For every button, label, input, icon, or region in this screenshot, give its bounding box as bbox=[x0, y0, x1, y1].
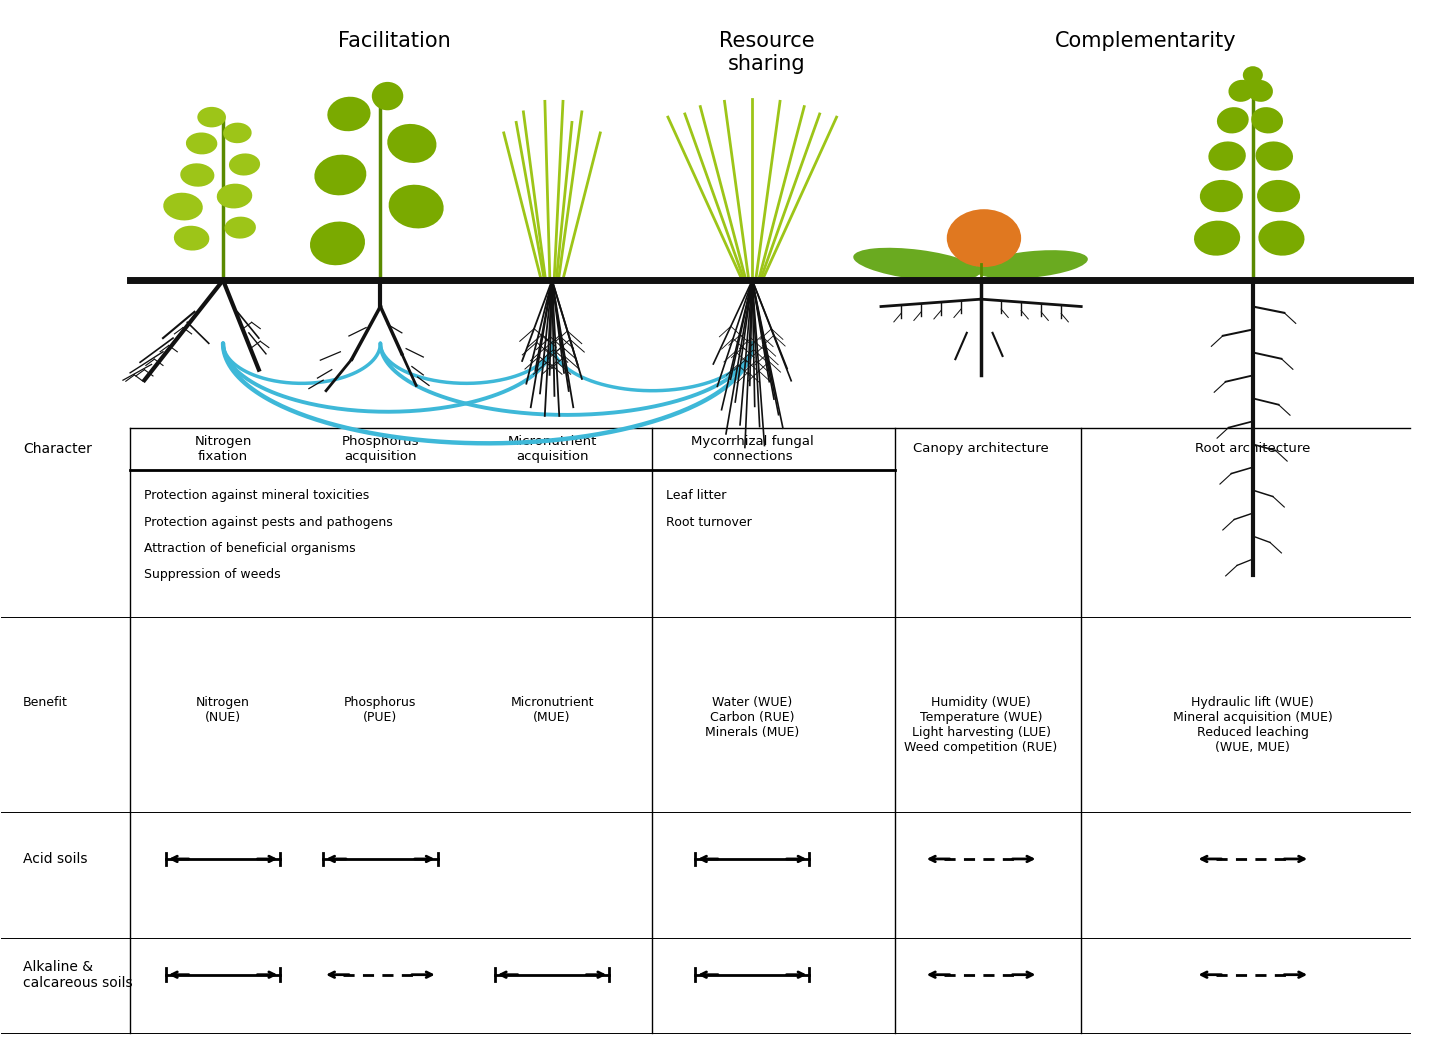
Text: Nitrogen
(NUE): Nitrogen (NUE) bbox=[196, 696, 249, 724]
Ellipse shape bbox=[310, 222, 365, 265]
Ellipse shape bbox=[1251, 108, 1283, 133]
Ellipse shape bbox=[327, 97, 371, 131]
Ellipse shape bbox=[181, 164, 215, 187]
Ellipse shape bbox=[371, 82, 403, 111]
Text: Phosphorus
acquisition: Phosphorus acquisition bbox=[341, 435, 418, 462]
Ellipse shape bbox=[1208, 141, 1245, 171]
Text: Root architecture: Root architecture bbox=[1195, 442, 1311, 455]
Ellipse shape bbox=[186, 133, 218, 154]
Text: Humidity (WUE)
Temperature (WUE)
Light harvesting (LUE)
Weed competition (RUE): Humidity (WUE) Temperature (WUE) Light h… bbox=[904, 696, 1058, 754]
Text: Facilitation: Facilitation bbox=[338, 31, 451, 51]
Ellipse shape bbox=[216, 184, 252, 209]
Ellipse shape bbox=[947, 209, 1022, 267]
Ellipse shape bbox=[229, 153, 261, 175]
Text: Phosphorus
(PUE): Phosphorus (PUE) bbox=[344, 696, 417, 724]
Ellipse shape bbox=[974, 250, 1088, 279]
Text: Water (WUE)
Carbon (RUE)
Minerals (MUE): Water (WUE) Carbon (RUE) Minerals (MUE) bbox=[705, 696, 800, 738]
Text: Attraction of beneficial organisms: Attraction of beneficial organisms bbox=[145, 542, 355, 555]
Text: Mycorrhizal fungal
connections: Mycorrhizal fungal connections bbox=[691, 435, 814, 462]
Ellipse shape bbox=[1217, 108, 1248, 133]
Text: Nitrogen
fixation: Nitrogen fixation bbox=[195, 435, 252, 462]
Text: Resource
sharing: Resource sharing bbox=[719, 31, 814, 74]
Text: Hydraulic lift (WUE)
Mineral acquisition (MUE)
Reduced leaching
(WUE, MUE): Hydraulic lift (WUE) Mineral acquisition… bbox=[1174, 696, 1333, 754]
Text: Benefit: Benefit bbox=[23, 696, 67, 709]
Text: Micronutrient
acquisition: Micronutrient acquisition bbox=[507, 435, 596, 462]
Ellipse shape bbox=[225, 216, 257, 238]
Text: Protection against mineral toxicities: Protection against mineral toxicities bbox=[145, 490, 370, 502]
Ellipse shape bbox=[387, 123, 437, 162]
Ellipse shape bbox=[1258, 220, 1304, 255]
Ellipse shape bbox=[1255, 141, 1293, 171]
Text: Acid soils: Acid soils bbox=[23, 852, 87, 866]
Text: Suppression of weeds: Suppression of weeds bbox=[145, 569, 281, 581]
Text: Leaf litter: Leaf litter bbox=[666, 490, 727, 502]
Ellipse shape bbox=[173, 226, 209, 250]
Ellipse shape bbox=[853, 248, 980, 281]
Ellipse shape bbox=[198, 107, 226, 128]
Text: Canopy architecture: Canopy architecture bbox=[913, 442, 1049, 455]
Ellipse shape bbox=[1194, 220, 1240, 255]
Ellipse shape bbox=[1257, 180, 1300, 212]
Ellipse shape bbox=[1242, 66, 1262, 84]
Text: Root turnover: Root turnover bbox=[666, 516, 752, 529]
Text: Protection against pests and pathogens: Protection against pests and pathogens bbox=[145, 516, 393, 529]
Text: Micronutrient
(MUE): Micronutrient (MUE) bbox=[510, 696, 593, 724]
Text: Alkaline &
calcareous soils: Alkaline & calcareous soils bbox=[23, 960, 132, 990]
Ellipse shape bbox=[163, 193, 203, 220]
Ellipse shape bbox=[388, 185, 444, 229]
Ellipse shape bbox=[1247, 80, 1273, 102]
Ellipse shape bbox=[314, 155, 367, 195]
Ellipse shape bbox=[1228, 80, 1254, 102]
Text: Character: Character bbox=[23, 442, 92, 456]
Ellipse shape bbox=[1199, 180, 1242, 212]
Ellipse shape bbox=[224, 122, 252, 143]
Text: Complementarity: Complementarity bbox=[1055, 31, 1237, 51]
